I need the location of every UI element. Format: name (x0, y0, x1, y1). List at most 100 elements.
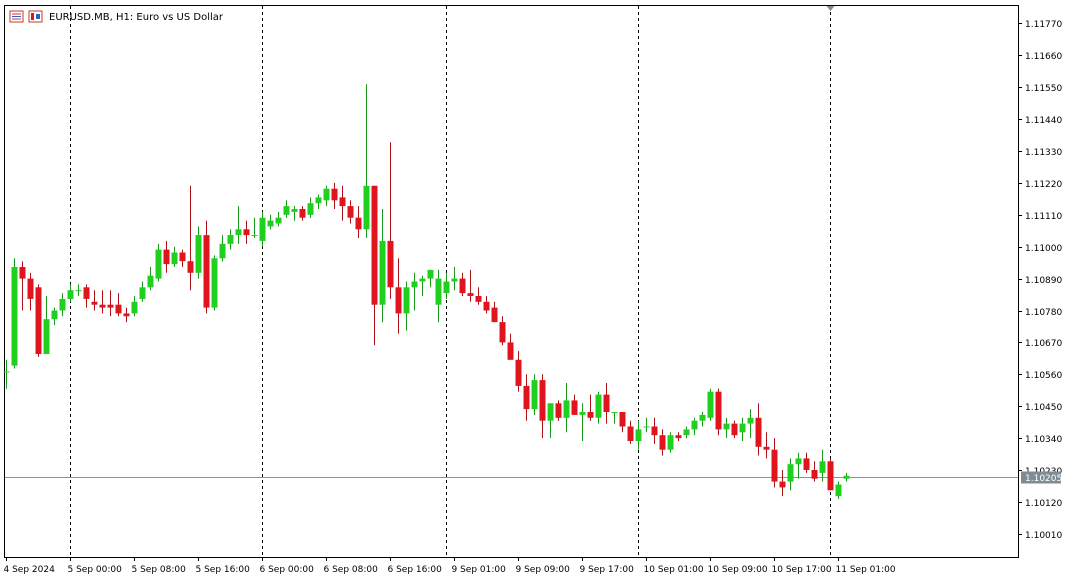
candle (555, 400, 562, 421)
candle (115, 293, 122, 317)
candle-body (155, 249, 162, 279)
candle (699, 412, 706, 427)
chart-window-icon[interactable] (28, 10, 43, 23)
candle (435, 269, 442, 323)
candle-body (635, 429, 642, 441)
period-separators (70, 6, 831, 557)
candle-body (595, 394, 602, 418)
candle-body (115, 304, 122, 314)
candle-body (443, 281, 450, 294)
candle (579, 403, 586, 441)
chart-list-icon[interactable] (9, 10, 24, 23)
candle (411, 272, 418, 311)
candle-body (627, 426, 634, 441)
candle (571, 394, 578, 415)
candle (347, 200, 354, 224)
candle-body (579, 412, 586, 415)
candle-body (475, 296, 482, 302)
candle (515, 351, 522, 392)
candle (635, 420, 642, 450)
price-tick-label: 1.11550 (1025, 84, 1062, 94)
candle (291, 206, 298, 221)
candle-body (539, 380, 546, 421)
price-tick-label: 1.10890 (1025, 276, 1062, 286)
candle (179, 249, 186, 267)
candle (459, 272, 466, 296)
candle-body (675, 435, 682, 439)
candle-body (323, 188, 330, 201)
candle-body (843, 475, 850, 479)
candle (339, 185, 346, 221)
candle-body (547, 403, 554, 421)
candle-body (763, 446, 770, 450)
candle-body (211, 258, 218, 308)
candle-body (667, 435, 674, 450)
time-tick-label: 5 Sep 16:00 (196, 565, 251, 575)
candle (771, 438, 778, 488)
time-tick-label: 10 Sep 17:00 (772, 565, 832, 575)
candle-body (107, 304, 114, 308)
candle (395, 258, 402, 334)
price-tick-label: 1.11000 (1025, 244, 1062, 254)
candle (155, 243, 162, 282)
candle (219, 235, 226, 262)
candle-body (787, 464, 794, 482)
time-axis: 4 Sep 2024 5 Sep 00:00 5 Sep 08:00 5 Sep 16… (4, 557, 896, 575)
candle (307, 197, 314, 218)
candle-body (747, 417, 754, 424)
price-tick-label: 1.10780 (1025, 308, 1062, 318)
candle (203, 220, 210, 314)
candle (675, 432, 682, 441)
candle-body (75, 290, 82, 292)
candle-body (555, 403, 562, 418)
candle-body (835, 484, 842, 497)
candle-body (411, 281, 418, 288)
candle-body (283, 206, 290, 215)
candle (35, 284, 42, 357)
candle (603, 383, 610, 424)
time-tick-label: 11 Sep 01:00 (836, 565, 896, 575)
candle (275, 211, 282, 227)
candle-body (451, 278, 458, 282)
candle-body (387, 240, 394, 288)
candle (299, 206, 306, 221)
candle (67, 284, 74, 302)
candle-body (219, 243, 226, 259)
candle-body (227, 235, 234, 244)
candle (739, 417, 746, 441)
candle (11, 258, 18, 369)
candle (315, 194, 322, 209)
chart-frame (4, 5, 1019, 558)
current-price-label-bg (1021, 471, 1061, 484)
candle-body (427, 269, 434, 279)
candle (99, 290, 106, 314)
price-tick-label: 1.10670 (1025, 339, 1062, 349)
candle-body (147, 275, 154, 288)
candle-body (43, 319, 50, 354)
candle-body (811, 470, 818, 479)
candle-body (139, 287, 146, 299)
candle (619, 412, 626, 433)
candle-body (643, 426, 650, 428)
candle-body (331, 188, 338, 201)
candle (355, 206, 362, 238)
candle-body (83, 287, 90, 299)
candle (443, 272, 450, 299)
candle-body (419, 278, 426, 282)
candle-body (243, 229, 250, 236)
candle (563, 383, 570, 433)
candle-body (67, 290, 74, 299)
candle (523, 374, 530, 421)
candle (163, 240, 170, 273)
candle (363, 84, 370, 238)
candle (731, 420, 738, 439)
candle (147, 267, 154, 291)
candle (187, 185, 194, 291)
candle (451, 267, 458, 291)
candle (811, 461, 818, 482)
price-tick-label: 1.11110 (1025, 212, 1062, 222)
candle-body (35, 287, 42, 354)
scroll-marker-icon[interactable] (826, 6, 835, 11)
candle (19, 261, 26, 311)
